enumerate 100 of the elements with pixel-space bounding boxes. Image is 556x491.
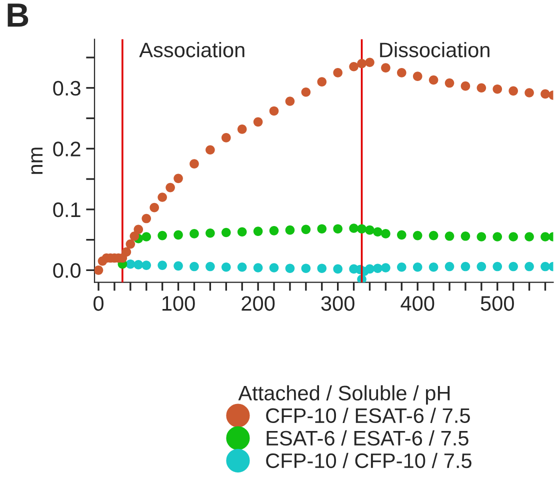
point bbox=[166, 182, 175, 192]
point bbox=[428, 75, 438, 85]
point bbox=[333, 264, 342, 274]
legend-label: CFP-10 / CFP-10 / 7.5 bbox=[266, 452, 472, 468]
point bbox=[524, 262, 534, 272]
point bbox=[206, 262, 215, 272]
point bbox=[540, 232, 550, 242]
y-tick-label: 0.2 bbox=[53, 142, 80, 156]
point bbox=[285, 264, 295, 274]
point bbox=[142, 232, 152, 242]
point bbox=[476, 83, 486, 93]
point bbox=[460, 262, 470, 272]
legend-label: ESAT-6 / ESAT-6 / 7.5 bbox=[266, 430, 468, 446]
y-axis-title: nm bbox=[31, 148, 42, 174]
point bbox=[412, 230, 422, 240]
point bbox=[365, 264, 374, 274]
point bbox=[301, 264, 311, 274]
point bbox=[540, 89, 550, 99]
point bbox=[317, 264, 327, 274]
point bbox=[349, 62, 358, 72]
point bbox=[373, 227, 382, 237]
point bbox=[460, 81, 470, 91]
point bbox=[285, 225, 295, 235]
point bbox=[158, 192, 167, 202]
point bbox=[301, 87, 311, 97]
point bbox=[174, 174, 183, 184]
chart-title: B bbox=[8, 4, 28, 27]
point bbox=[396, 68, 406, 78]
point bbox=[301, 224, 311, 234]
point bbox=[142, 260, 152, 270]
x-tick-label: 0 bbox=[94, 296, 104, 311]
point bbox=[460, 231, 470, 241]
x-tick-label: 500 bbox=[480, 296, 514, 311]
ref-line-label: Association bbox=[139, 42, 244, 58]
point bbox=[365, 58, 374, 68]
point bbox=[142, 214, 152, 224]
point bbox=[476, 232, 486, 242]
point bbox=[373, 264, 382, 274]
point bbox=[492, 84, 502, 94]
point bbox=[444, 231, 454, 241]
ref-line-label: Dissociation bbox=[380, 42, 490, 58]
point bbox=[122, 247, 132, 257]
point bbox=[190, 262, 199, 272]
point bbox=[253, 263, 263, 272]
point bbox=[174, 230, 183, 240]
point bbox=[381, 63, 390, 72]
point bbox=[190, 159, 199, 168]
point bbox=[269, 226, 279, 236]
point bbox=[396, 262, 406, 272]
point bbox=[508, 86, 518, 96]
point bbox=[428, 262, 438, 272]
point bbox=[357, 58, 366, 68]
point bbox=[206, 228, 215, 238]
point bbox=[206, 145, 215, 155]
point bbox=[253, 117, 263, 127]
point bbox=[134, 224, 144, 234]
point bbox=[476, 262, 486, 272]
point bbox=[333, 68, 342, 78]
point bbox=[253, 226, 263, 236]
legend-title: Attached / Soluble / pH bbox=[238, 385, 450, 405]
legend-label: CFP-10 / ESAT-6 / 7.5 bbox=[266, 408, 470, 424]
point bbox=[237, 124, 247, 134]
point bbox=[412, 72, 422, 82]
point bbox=[396, 230, 406, 240]
point bbox=[269, 263, 279, 272]
point bbox=[524, 232, 534, 242]
x-tick-label: 100 bbox=[162, 296, 195, 311]
point bbox=[126, 239, 136, 249]
point bbox=[357, 224, 366, 234]
point bbox=[130, 231, 140, 241]
y-tick-label: 0.3 bbox=[53, 80, 80, 96]
point bbox=[508, 232, 518, 242]
point bbox=[492, 262, 502, 272]
y-tick-label: 0.1 bbox=[53, 202, 80, 218]
point bbox=[174, 261, 183, 271]
point bbox=[237, 227, 247, 237]
x-tick-label: 200 bbox=[242, 296, 275, 311]
point bbox=[333, 224, 342, 234]
point bbox=[492, 232, 502, 242]
point bbox=[158, 230, 167, 240]
point bbox=[134, 260, 144, 270]
point bbox=[444, 78, 454, 88]
point bbox=[508, 262, 518, 272]
point bbox=[221, 228, 231, 238]
point bbox=[428, 230, 438, 240]
point bbox=[269, 106, 279, 116]
point bbox=[285, 96, 295, 106]
point bbox=[412, 262, 422, 272]
point bbox=[317, 77, 327, 86]
point bbox=[540, 262, 550, 272]
point bbox=[524, 88, 534, 98]
point bbox=[221, 133, 231, 142]
point bbox=[221, 262, 231, 272]
point bbox=[381, 263, 390, 272]
y-tick-label: 0.0 bbox=[53, 263, 81, 278]
point bbox=[381, 229, 390, 238]
point bbox=[365, 225, 374, 235]
point bbox=[349, 224, 358, 233]
point bbox=[317, 224, 327, 234]
point bbox=[158, 260, 167, 270]
